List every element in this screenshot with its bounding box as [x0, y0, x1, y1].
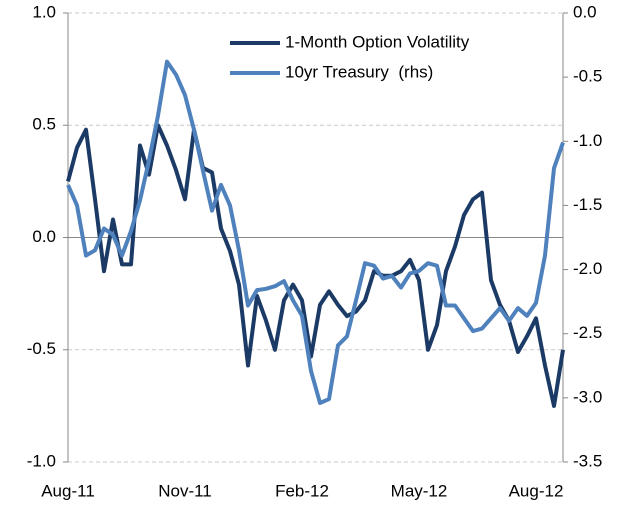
- series-line: [66, 123, 565, 408]
- x-tick-label: Nov-11: [158, 481, 212, 500]
- legend-label: 10yr Treasury (rhs): [285, 62, 433, 81]
- series-line: [66, 59, 565, 405]
- y2-tick-label: 0.0: [573, 2, 597, 21]
- y2-tick-label: -1.0: [573, 131, 602, 150]
- y-tick-label: 0.0: [32, 227, 56, 246]
- y2-tick-label: -1.5: [573, 195, 602, 214]
- x-tick-label: Aug-12: [509, 481, 564, 500]
- x-tick-label: Feb-12: [275, 481, 329, 500]
- y2-tick-label: -3.0: [573, 387, 602, 406]
- x-tick-label: Aug-11: [41, 481, 95, 500]
- y-tick-label: -1.0: [27, 451, 56, 470]
- y2-tick-label: -2.5: [573, 323, 602, 342]
- x-tick-label: May-12: [391, 481, 448, 500]
- legend-label: 1-Month Option Volatility: [285, 32, 470, 51]
- y-tick-label: 0.5: [32, 115, 56, 134]
- y2-tick-label: -2.0: [573, 259, 602, 278]
- y-tick-label: 1.0: [32, 2, 56, 21]
- y-tick-label: -0.5: [27, 339, 56, 358]
- y2-tick-label: -3.5: [573, 451, 602, 470]
- y2-tick-label: -0.5: [573, 67, 602, 86]
